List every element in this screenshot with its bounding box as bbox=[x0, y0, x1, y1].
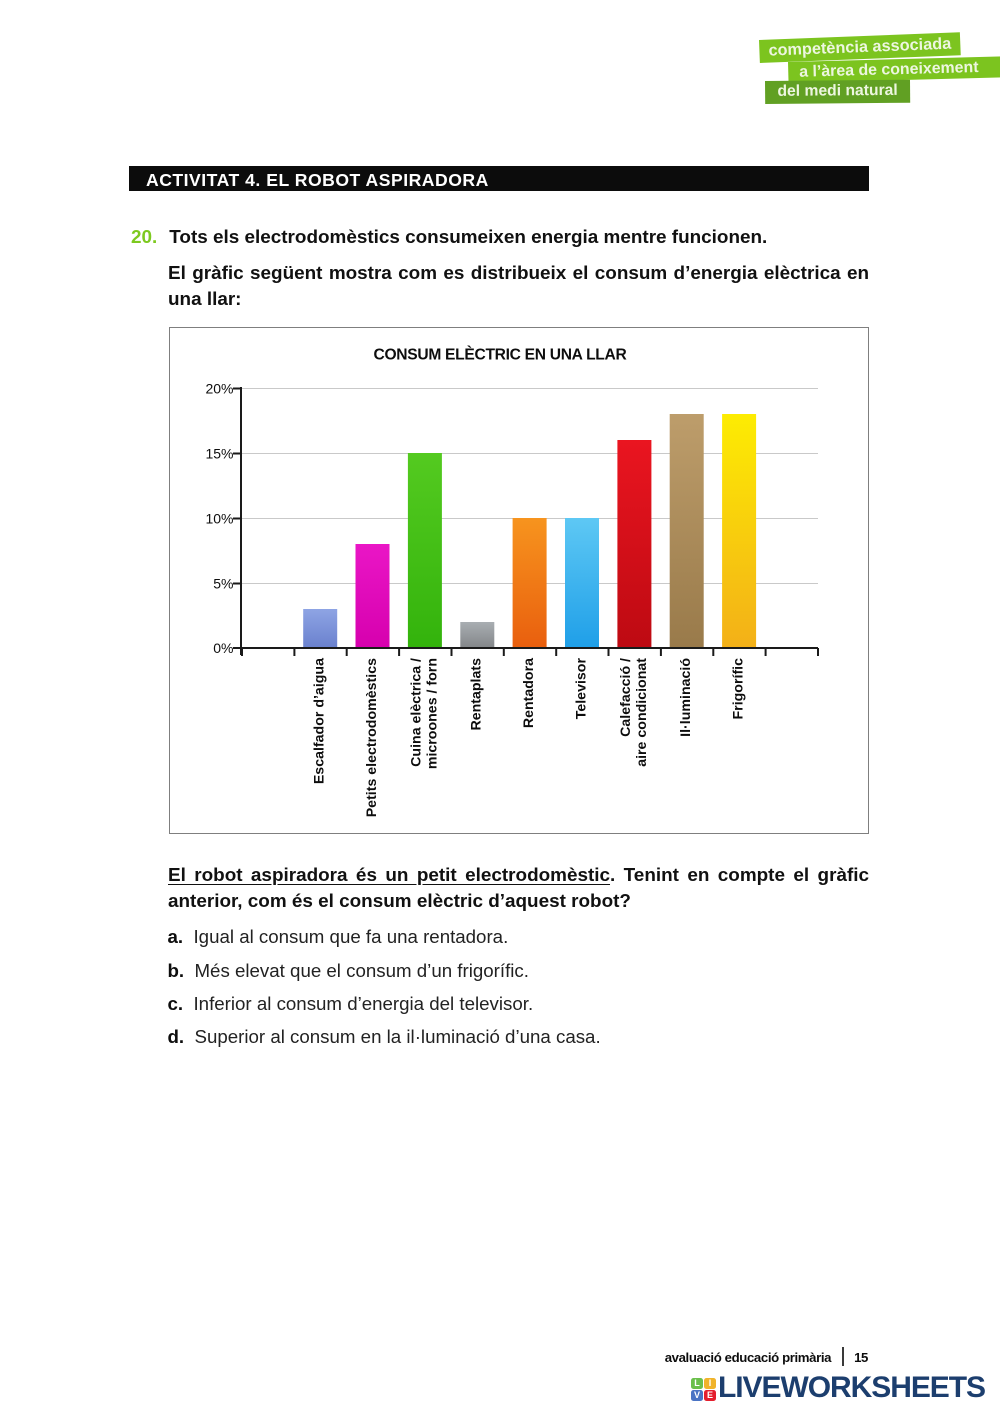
svg-text:Rentaplats: Rentaplats bbox=[469, 658, 485, 731]
svg-text:Televisor: Televisor bbox=[573, 658, 589, 720]
svg-text:20%: 20% bbox=[205, 381, 233, 397]
svg-text:Frigorífic: Frigorífic bbox=[731, 658, 747, 720]
svg-text:Rentadora: Rentadora bbox=[521, 658, 537, 728]
svg-text:0%: 0% bbox=[213, 640, 233, 656]
svg-text:Escalfador d’aigua: Escalfador d’aigua bbox=[312, 658, 328, 784]
svg-text:CONSUM ELÈCTRIC EN UNA LLAR: CONSUM ELÈCTRIC EN UNA LLAR bbox=[374, 345, 627, 364]
svg-text:Cuina elèctrica /microones / f: Cuina elèctrica /microones / forn bbox=[408, 658, 440, 769]
svg-text:10%: 10% bbox=[205, 511, 233, 527]
svg-text:Il·luminació: Il·luminació bbox=[678, 658, 694, 737]
svg-text:15%: 15% bbox=[205, 446, 233, 462]
svg-text:Petits electrodomèstics: Petits electrodomèstics bbox=[364, 658, 380, 817]
svg-text:5%: 5% bbox=[213, 576, 233, 592]
